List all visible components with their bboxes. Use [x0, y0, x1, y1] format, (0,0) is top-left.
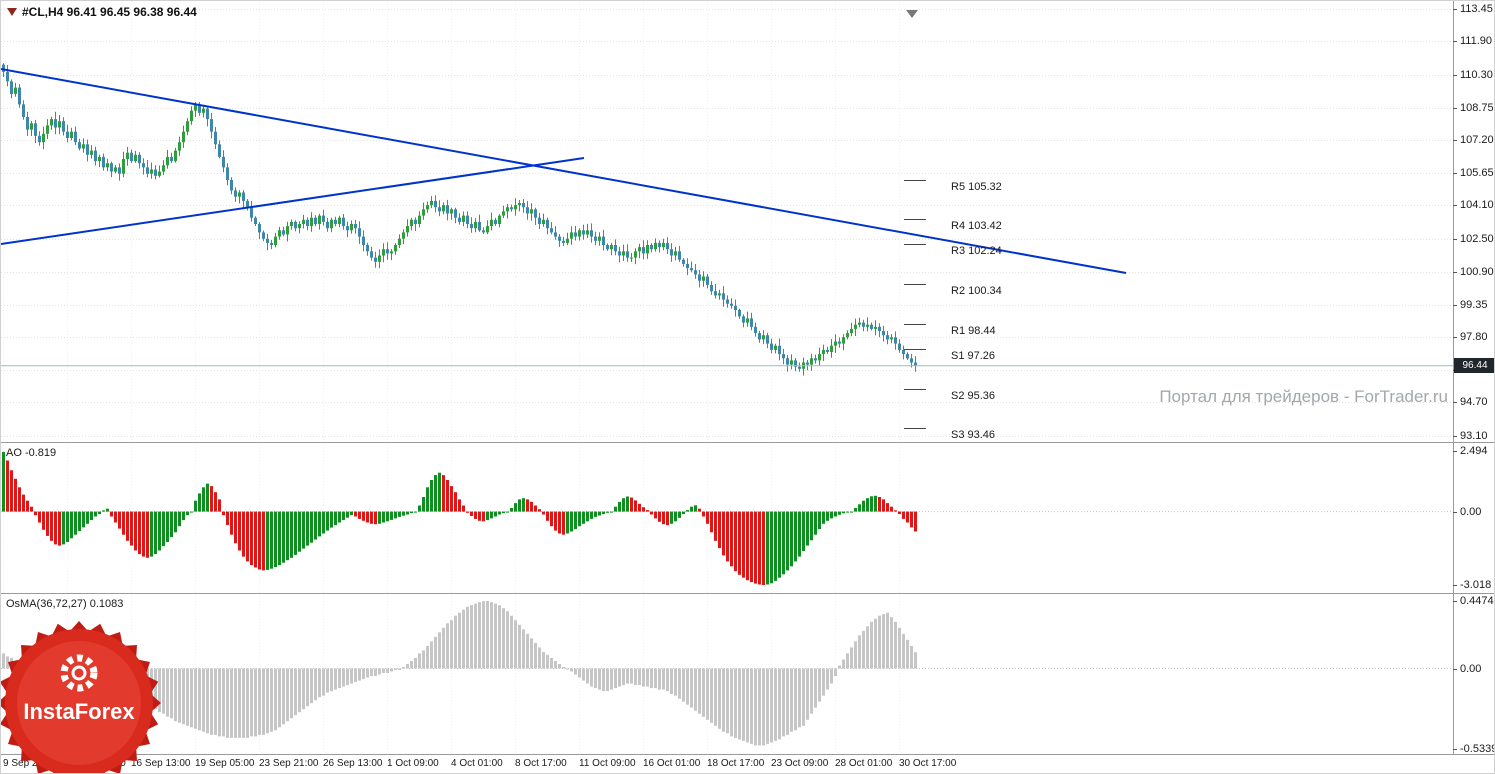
osma-axis[interactable]: 0.4474 0.00 -0.5339 [1457, 594, 1495, 755]
time-tick-label: 30 Oct 17:00 [899, 758, 957, 769]
time-tick-label: 4 Oct 01:00 [451, 758, 503, 769]
pivot-label: R3 102.24 [951, 245, 1002, 258]
chart-title: #CL,H4 96.41 96.45 96.38 96.44 [7, 5, 197, 19]
pivot-label: R2 100.34 [951, 285, 1002, 298]
time-tick-label: 19 Sep 05:00 [195, 758, 255, 769]
price-tick-label: 107.20 [1460, 134, 1494, 147]
ao-indicator-label: AO -0.819 [6, 447, 57, 459]
osma-indicator-label: OsMA(36,72,27) 0.1083 [6, 598, 124, 610]
price-tick-label: 100.90 [1460, 266, 1494, 279]
price-tick-label: 104.10 [1460, 199, 1494, 212]
instaforex-logo: InstaForex [1, 615, 167, 773]
trendline[interactable] [1, 68, 1127, 274]
time-tick-label: 16 Sep 13:00 [131, 758, 191, 769]
pivot-marks [904, 180, 926, 429]
pivot-label: S2 95.36 [951, 389, 996, 402]
price-tick-label: 108.75 [1460, 101, 1494, 114]
ohlc-title: #CL,H4 96.41 96.45 96.38 96.44 [22, 5, 197, 19]
trendline[interactable] [1, 157, 585, 245]
time-tick-label: 9 Sep 2013 [3, 758, 55, 769]
logo-inner-circle [17, 641, 141, 765]
time-tick-label: 16 Oct 01:00 [643, 758, 701, 769]
time-tick-label: 28 Oct 01:00 [835, 758, 893, 769]
ao-tick-label: 2.494 [1460, 444, 1488, 457]
time-tick-label: 23 Oct 09:00 [771, 758, 829, 769]
price-tick-label: 102.50 [1460, 232, 1494, 245]
osma-tick-label: 0.4474 [1460, 595, 1494, 608]
time-tick-label: 8 Oct 17:00 [515, 758, 567, 769]
pivot-label: R1 98.44 [951, 324, 996, 337]
ao-histogram [2, 452, 917, 585]
price-axis[interactable]: 113.45 111.90 110.30 108.75 107.20 105.65 104.… [1457, 1, 1494, 442]
time-tick-label: 26 Sep 13:00 [323, 758, 383, 769]
pivot-label: S1 97.26 [951, 349, 996, 362]
price-tick-label: 111.90 [1460, 35, 1493, 48]
chart-shift-marker-icon[interactable] [906, 10, 918, 18]
symbol-marker-icon [7, 8, 17, 16]
grid [1, 1, 1453, 754]
gear-hub-icon [71, 665, 87, 681]
candles [2, 63, 917, 376]
ao-tick-label: 0.00 [1460, 505, 1482, 518]
price-tick-label: 93.10 [1460, 429, 1488, 442]
price-tick-label: 110.30 [1460, 69, 1493, 82]
gear-icon [60, 654, 98, 692]
osma-tick-label: 0.00 [1460, 662, 1482, 675]
ao-tick-label: -3.018 [1460, 578, 1492, 591]
price-tick-label: 94.70 [1460, 396, 1488, 409]
price-tick-label: 113.45 [1460, 2, 1493, 15]
price-tick-label: 105.65 [1460, 166, 1494, 179]
osma-tick-label: -0.5339 [1460, 743, 1495, 755]
logo-text: InstaForex [23, 699, 135, 724]
time-tick-label: 23 Sep 21:00 [259, 758, 319, 769]
price-tick-label: 97.80 [1460, 331, 1488, 344]
pivot-label: R4 103.42 [951, 220, 1002, 233]
watermark-text: Портал для трейдеров - ForTrader.ru [1159, 387, 1448, 406]
ao-axis[interactable]: 2.494 0.00 -3.018 [1457, 443, 1494, 593]
time-tick-label: 1 Oct 09:00 [387, 758, 439, 769]
pivot-label: R5 105.32 [951, 180, 1002, 193]
price-tick-label: 99.35 [1460, 298, 1488, 311]
pivot-label: S3 93.46 [951, 429, 996, 442]
current-price-badge: 96.44 [1454, 358, 1494, 374]
time-tick-label: 11 Oct 09:00 [579, 758, 636, 769]
time-tick-label: 18 Oct 17:00 [707, 758, 765, 769]
